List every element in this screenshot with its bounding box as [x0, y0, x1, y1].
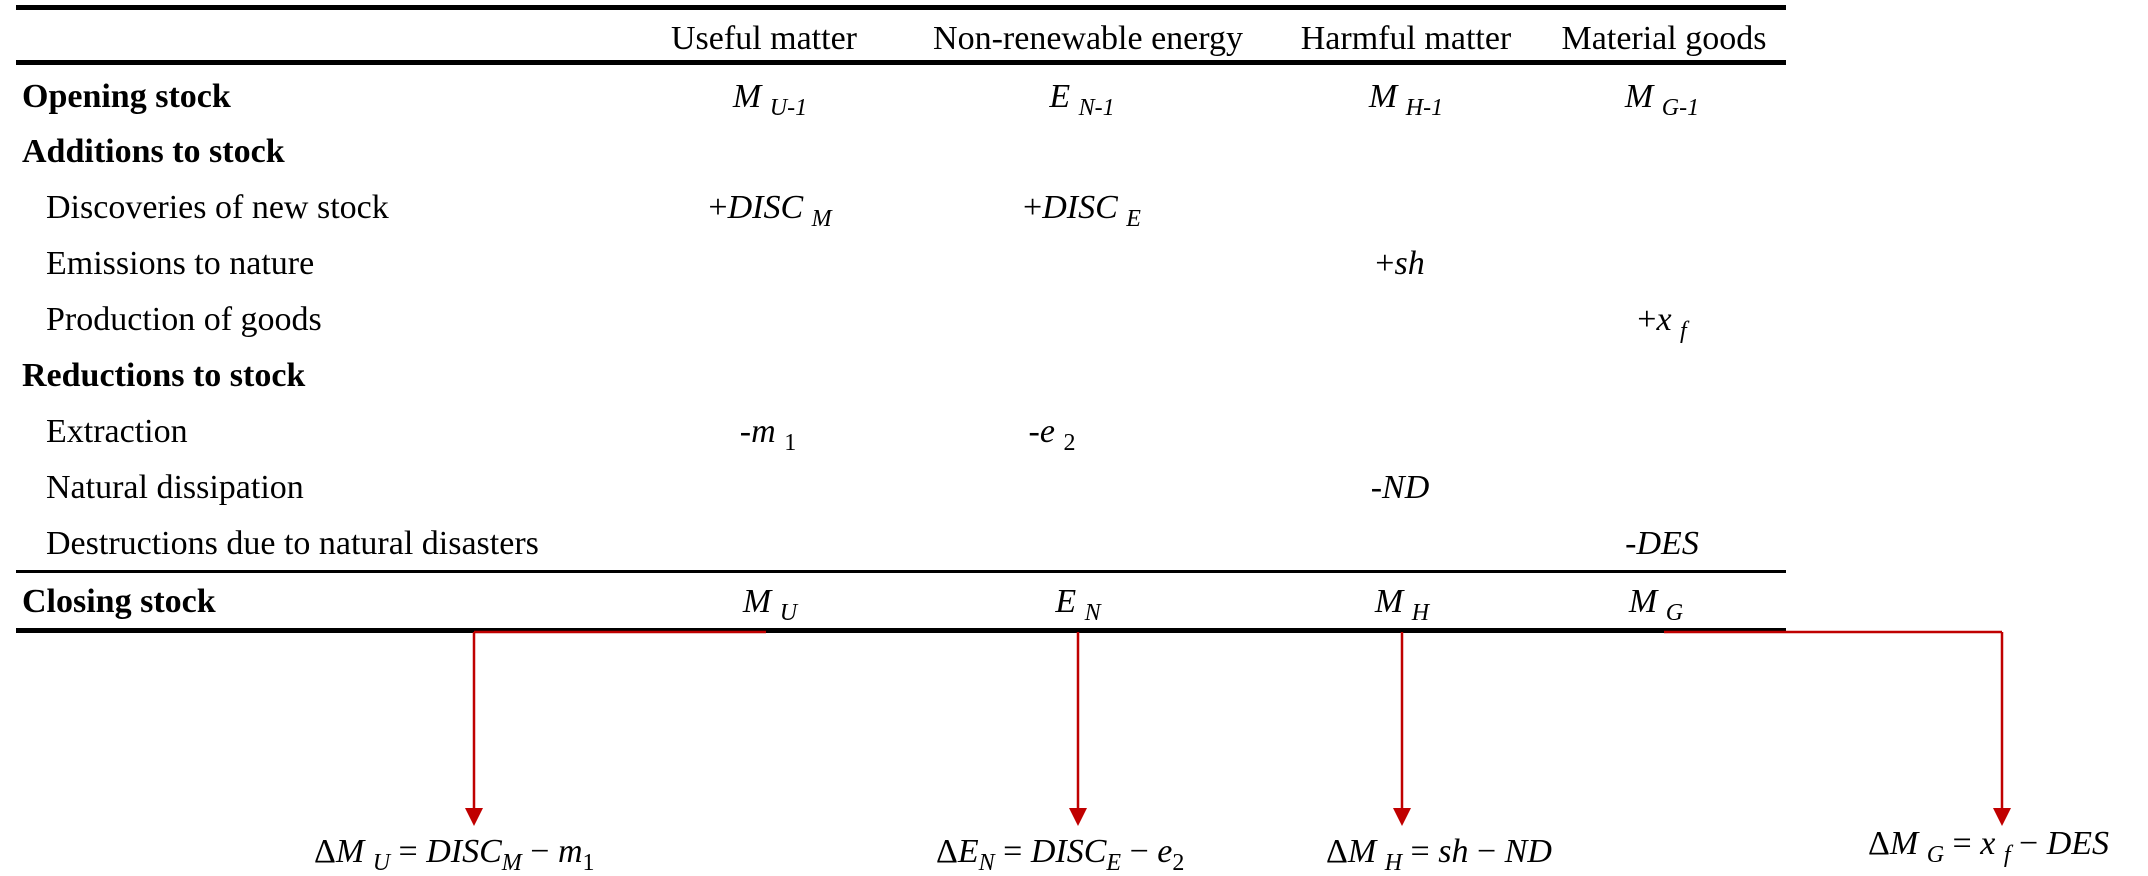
cell-emissions-harmful: +sh — [1375, 245, 1425, 282]
table-header-rule — [16, 60, 1786, 65]
cell-closing-harmful: M H — [1374, 583, 1430, 626]
cell-discoveries-energy: +DISC E — [1023, 189, 1141, 232]
row-label-reductions-to-stock: Reductions to stock — [22, 357, 306, 394]
row-label-closing-stock: Closing stock — [22, 583, 216, 620]
cell-discoveries-useful: +DISC M — [708, 189, 832, 232]
cell-opening-harmful: M H-1 — [1368, 78, 1444, 121]
row-label-additions-to-stock: Additions to stock — [22, 133, 285, 170]
equation-non-renewable-energy: ΔEN = DISCE − e2 — [936, 833, 1185, 876]
equation-harmful-matter: ΔM H = sh − ND — [1326, 833, 1552, 876]
equation-material-goods: ΔM G = x f − DES — [1868, 825, 2110, 868]
arrow-material-goods — [1664, 630, 2011, 826]
cell-opening-useful: M U-1 — [732, 78, 808, 121]
equation-useful-matter: ΔM U = DISCM − m1 — [314, 833, 595, 876]
row-label-emissions: Emissions to nature — [46, 245, 315, 282]
cell-production-goods: +x f — [1637, 301, 1687, 344]
cell-closing-useful: M U — [742, 583, 798, 626]
cell-closing-energy: E N — [1055, 583, 1101, 626]
arrow-harmful-matter — [1393, 632, 1411, 826]
cell-extraction-energy: -e 2 — [1028, 413, 1076, 456]
column-header-non-renewable-energy: Non-renewable energy — [933, 20, 1243, 57]
column-header-harmful-matter: Harmful matter — [1300, 20, 1512, 57]
row-label-opening-stock: Opening stock — [22, 78, 231, 115]
cell-dissipation-harmful: -ND — [1370, 469, 1430, 506]
row-label-destructions: Destructions due to natural disasters — [46, 525, 539, 562]
table-bottom-rule — [16, 628, 1786, 633]
cell-opening-goods: M G-1 — [1624, 78, 1700, 121]
row-label-discoveries: Discoveries of new stock — [46, 189, 389, 226]
cell-opening-energy: E N-1 — [1049, 78, 1115, 121]
column-header-material-goods: Material goods — [1561, 20, 1767, 57]
column-header-useful-matter: Useful matter — [671, 20, 857, 57]
row-label-extraction: Extraction — [46, 413, 188, 450]
row-label-production: Production of goods — [46, 301, 322, 338]
cell-closing-goods: M G — [1628, 583, 1684, 626]
closing-stock-rule — [16, 570, 1786, 573]
row-label-natural-dissipation: Natural dissipation — [46, 469, 304, 506]
arrow-non-renewable-energy — [1069, 632, 1087, 826]
arrow-useful-matter — [465, 630, 766, 826]
cell-destructions-goods: -DES — [1625, 525, 1699, 562]
cell-extraction-useful: -m 1 — [739, 413, 797, 456]
table-top-rule — [16, 5, 1786, 10]
